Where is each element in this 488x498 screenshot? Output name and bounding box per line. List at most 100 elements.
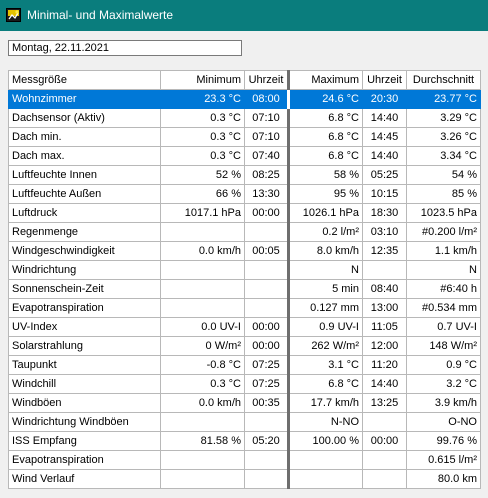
weather-app-icon (6, 8, 21, 22)
cell-max-uhrzeit: 14:40 (362, 146, 407, 166)
cell-maximum: 5 min (288, 279, 363, 299)
min-max-table: Messgröße Minimum Uhrzeit Maximum Uhrzei… (8, 70, 481, 489)
cell-minimum (160, 222, 245, 242)
cell-durchschnitt: 1023.5 hPa (406, 203, 481, 223)
cell-durchschnitt: N (406, 260, 481, 280)
table-row[interactable]: Windgeschwindigkeit 0.0 km/h 00:05 8.0 km/h… (8, 241, 481, 261)
table-row[interactable]: Dach max. 0.3 °C 07:40 6.8 °C 14:40 3.34 °C (8, 146, 481, 166)
cell-minimum: 0.3 °C (160, 374, 245, 394)
header-minimum[interactable]: Minimum (160, 70, 245, 90)
table-row[interactable]: Regenmenge 0.2 l/m² 03:10 #0.200 l/m² (8, 222, 481, 242)
cell-minimum: 52 % (160, 165, 245, 185)
header-uhrzeit-max[interactable]: Uhrzeit (362, 70, 407, 90)
cell-max-uhrzeit: 10:15 (362, 184, 407, 204)
cell-maximum: N-NO (288, 412, 363, 432)
table-row[interactable]: Windchill 0.3 °C 07:25 6.8 °C 14:40 3.2 °C (8, 374, 481, 394)
cell-minimum: 66 % (160, 184, 245, 204)
cell-durchschnitt: 3.2 °C (406, 374, 481, 394)
cell-minimum: 0.0 km/h (160, 393, 245, 413)
cell-messgroesse: Dachsensor (Aktiv) (8, 108, 161, 128)
cell-min-uhrzeit: 00:00 (244, 203, 290, 223)
cell-min-uhrzeit: 00:35 (244, 393, 290, 413)
cell-max-uhrzeit: 14:45 (362, 127, 407, 147)
table-row[interactable]: Wind Verlauf 80.0 km (8, 469, 481, 489)
cell-messgroesse: Windgeschwindigkeit (8, 241, 161, 261)
cell-max-uhrzeit: 14:40 (362, 374, 407, 394)
table-row[interactable]: Dach min. 0.3 °C 07:10 6.8 °C 14:45 3.26 °C (8, 127, 481, 147)
cell-messgroesse: Windrichtung Windböen (8, 412, 161, 432)
cell-durchschnitt: 3.26 °C (406, 127, 481, 147)
cell-messgroesse: Sonnenschein-Zeit (8, 279, 161, 299)
cell-durchschnitt: 0.9 °C (406, 355, 481, 375)
cell-max-uhrzeit: 12:35 (362, 241, 407, 261)
table-row[interactable]: Dachsensor (Aktiv) 0.3 °C 07:10 6.8 °C 14:40… (8, 108, 481, 128)
cell-maximum: 0.127 mm (288, 298, 363, 318)
cell-max-uhrzeit: 13:25 (362, 393, 407, 413)
cell-maximum: 0.2 l/m² (288, 222, 363, 242)
cell-maximum: 17.7 km/h (288, 393, 363, 413)
table-row[interactable]: Windrichtung Windböen N-NO O-NO (8, 412, 481, 432)
cell-messgroesse: Luftfeuchte Außen (8, 184, 161, 204)
cell-min-uhrzeit (244, 279, 290, 299)
cell-durchschnitt: 23.77 °C (406, 89, 481, 109)
table-row[interactable]: Luftfeuchte Innen 52 % 08:25 58 % 05:25 54 % (8, 165, 481, 185)
table-header-row: Messgröße Minimum Uhrzeit Maximum Uhrzei… (8, 70, 481, 90)
cell-min-uhrzeit (244, 412, 290, 432)
cell-maximum: 100.00 % (288, 431, 363, 451)
table-row[interactable]: Evapotranspiration 0.127 mm 13:00 #0.534 mm (8, 298, 481, 318)
cell-minimum (160, 450, 245, 470)
cell-min-uhrzeit (244, 450, 290, 470)
title-bar: Minimal- und Maximalwerte (0, 0, 488, 31)
date-field[interactable]: Montag, 22.11.2021 (8, 40, 242, 56)
cell-minimum: 0.3 °C (160, 108, 245, 128)
header-maximum[interactable]: Maximum (288, 70, 363, 90)
cell-durchschnitt: 0.7 UV-I (406, 317, 481, 337)
cell-minimum: 81.58 % (160, 431, 245, 451)
cell-max-uhrzeit: 03:10 (362, 222, 407, 242)
cell-messgroesse: Evapotranspiration (8, 450, 161, 470)
cell-durchschnitt: 3.34 °C (406, 146, 481, 166)
cell-min-uhrzeit: 07:25 (244, 374, 290, 394)
table-row[interactable]: ISS Empfang 81.58 % 05:20 100.00 % 00:00 99.7… (8, 431, 481, 451)
table-row[interactable]: Evapotranspiration 0.615 l/m² (8, 450, 481, 470)
cell-maximum: 6.8 °C (288, 108, 363, 128)
cell-messgroesse: Luftdruck (8, 203, 161, 223)
cell-minimum: 0.0 UV-I (160, 317, 245, 337)
table-row[interactable]: Sonnenschein-Zeit 5 min 08:40 #6:40 h (8, 279, 481, 299)
cell-max-uhrzeit: 13:00 (362, 298, 407, 318)
cell-max-uhrzeit: 18:30 (362, 203, 407, 223)
table-row[interactable]: Wohnzimmer 23.3 °C 08:00 24.6 °C 20:30 23.77 … (8, 89, 481, 109)
table-row[interactable]: Windrichtung N N (8, 260, 481, 280)
cell-messgroesse: Taupunkt (8, 355, 161, 375)
cell-durchschnitt: 3.29 °C (406, 108, 481, 128)
cell-messgroesse: Evapotranspiration (8, 298, 161, 318)
cell-durchschnitt: 3.9 km/h (406, 393, 481, 413)
cell-min-uhrzeit: 00:00 (244, 317, 290, 337)
cell-min-uhrzeit (244, 298, 290, 318)
cell-messgroesse: UV-Index (8, 317, 161, 337)
cell-maximum: 1026.1 hPa (288, 203, 363, 223)
cell-messgroesse: Regenmenge (8, 222, 161, 242)
cell-messgroesse: Wohnzimmer (8, 89, 161, 109)
header-durchschnitt[interactable]: Durchschnitt (406, 70, 481, 90)
cell-min-uhrzeit (244, 222, 290, 242)
cell-messgroesse: Wind Verlauf (8, 469, 161, 489)
header-uhrzeit-min[interactable]: Uhrzeit (244, 70, 290, 90)
cell-durchschnitt: 99.76 % (406, 431, 481, 451)
header-messgroesse[interactable]: Messgröße (8, 70, 161, 90)
cell-min-uhrzeit: 07:10 (244, 108, 290, 128)
table-row[interactable]: Taupunkt -0.8 °C 07:25 3.1 °C 11:20 0.9 °C (8, 355, 481, 375)
cell-max-uhrzeit: 05:25 (362, 165, 407, 185)
cell-durchschnitt: 1.1 km/h (406, 241, 481, 261)
cell-durchschnitt: 54 % (406, 165, 481, 185)
table-row[interactable]: Luftfeuchte Außen 66 % 13:30 95 % 10:15 85 % (8, 184, 481, 204)
table-row[interactable]: Solarstrahlung 0 W/m² 00:00 262 W/m² 12:00 14… (8, 336, 481, 356)
cell-maximum: 6.8 °C (288, 127, 363, 147)
cell-minimum: 0.3 °C (160, 146, 245, 166)
table-row[interactable]: UV-Index 0.0 UV-I 00:00 0.9 UV-I 11:05 0.7 UV… (8, 317, 481, 337)
cell-durchschnitt: 80.0 km (406, 469, 481, 489)
table-row[interactable]: Luftdruck 1017.1 hPa 00:00 1026.1 hPa 18:30 1… (8, 203, 481, 223)
table-row[interactable]: Windböen 0.0 km/h 00:35 17.7 km/h 13:25 3.9 k… (8, 393, 481, 413)
cell-min-uhrzeit: 08:00 (244, 89, 290, 109)
cell-maximum: N (288, 260, 363, 280)
